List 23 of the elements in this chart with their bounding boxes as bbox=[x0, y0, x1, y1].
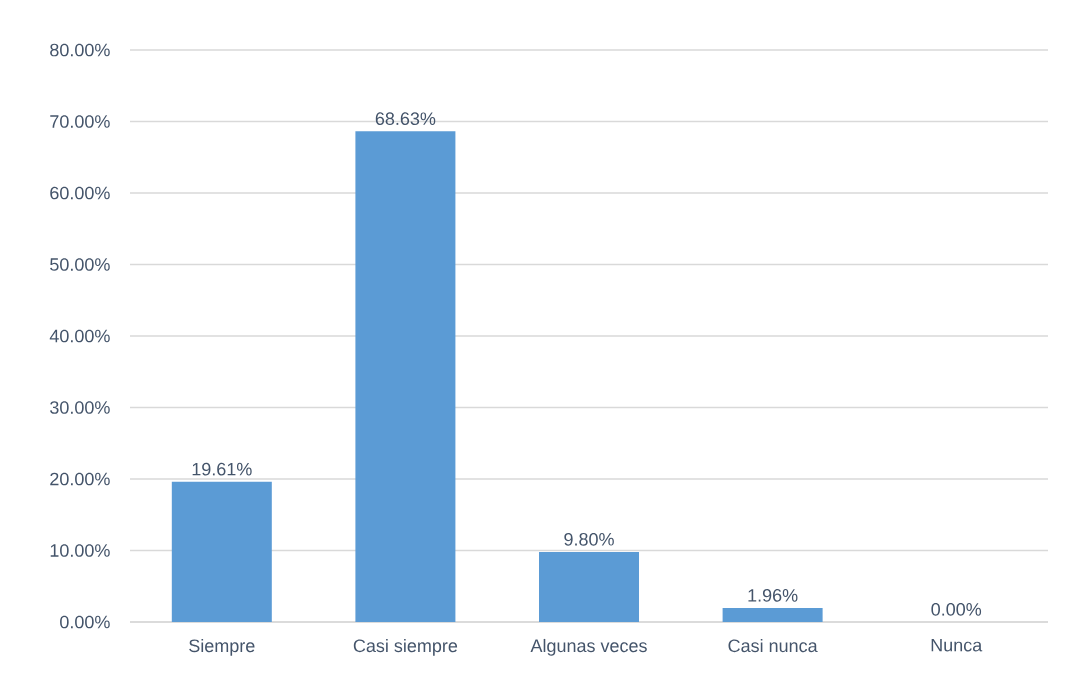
x-tick-label: Nunca bbox=[931, 638, 983, 652]
y-tick-label: 30.00% bbox=[50, 401, 110, 414]
bar bbox=[355, 131, 456, 622]
bar bbox=[722, 607, 823, 622]
y-tick-label: 60.00% bbox=[50, 186, 110, 200]
bar bbox=[539, 551, 640, 622]
data-label: 68.63% bbox=[375, 112, 436, 126]
data-label: 1.96% bbox=[748, 588, 798, 602]
x-tick-label: Casi siempre bbox=[353, 638, 458, 656]
y-tick-label: 50.00% bbox=[50, 258, 110, 271]
data-label: 9.80% bbox=[564, 532, 614, 546]
y-tick-label: 70.00% bbox=[50, 115, 110, 128]
y-tick-label: 0.00% bbox=[60, 615, 110, 629]
y-tick-label: 10.00% bbox=[50, 544, 110, 557]
x-tick-label: Algunas veces bbox=[530, 638, 647, 656]
bar bbox=[171, 481, 272, 622]
y-tick-label: 20.00% bbox=[50, 472, 110, 486]
y-tick-label: 80.00% bbox=[50, 43, 110, 57]
y-tick-label: 40.00% bbox=[49, 329, 110, 343]
x-tick-label: Casi nunca bbox=[728, 638, 818, 653]
x-tick-label: Siempre bbox=[189, 638, 255, 656]
data-label: 0.00% bbox=[931, 602, 982, 616]
data-label: 19.61% bbox=[192, 462, 252, 476]
